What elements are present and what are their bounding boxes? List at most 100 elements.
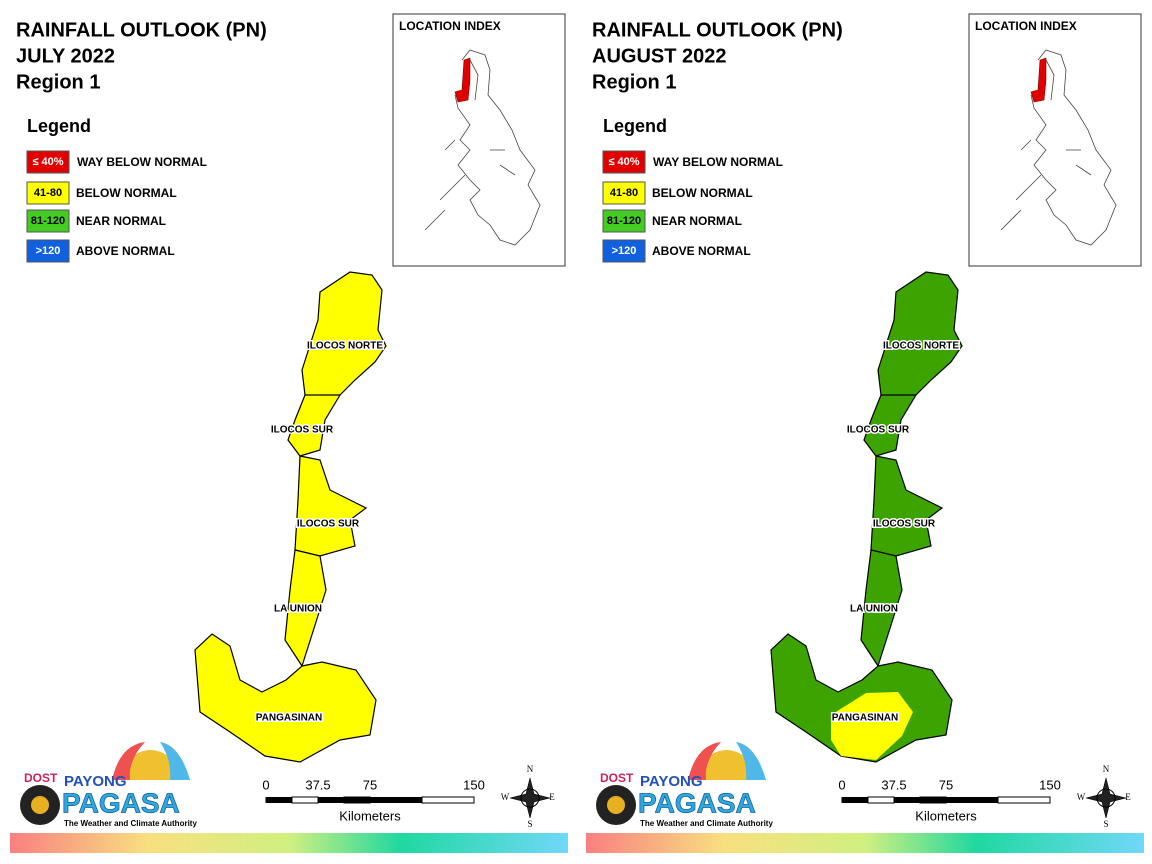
legend-text: NEAR NORMAL [76, 214, 166, 228]
logo-umbrella-right [160, 742, 190, 780]
legend-label: 81-120 [31, 215, 65, 227]
legend-label: 81-120 [607, 215, 641, 227]
province [863, 394, 918, 457]
province-label: LA UNION [850, 604, 898, 615]
scale-segment [291, 796, 319, 804]
logo-tagline: The Weather and Climate Authority [64, 819, 197, 828]
province [860, 549, 903, 668]
legend-label: 41-80 [34, 187, 62, 199]
legend-text: ABOVE NORMAL [652, 244, 751, 258]
province-label: PANGASINAN [256, 713, 322, 724]
legend-text: BELOW NORMAL [652, 186, 753, 200]
color-band [10, 833, 568, 853]
scale-tick-label: 150 [1039, 777, 1061, 792]
scale-segment [370, 797, 422, 803]
province-label: ILOCOS NORTE [883, 341, 959, 352]
province [284, 549, 327, 668]
province-label: ILOCOS NORTE [307, 341, 383, 352]
logo-umbrella-left [688, 742, 721, 780]
logo-line1: PAYONG [640, 773, 703, 790]
compass-letter: E [549, 792, 555, 802]
legend-text: WAY BELOW NORMAL [77, 155, 207, 169]
province-label: ILOCOS SUR [271, 425, 334, 436]
title-line: Region 1 [16, 71, 100, 93]
scale-tick-label: 75 [939, 777, 953, 792]
color-band [586, 833, 1144, 853]
philippines-outline [1000, 49, 1117, 246]
scale-unit: Kilometers [915, 808, 977, 823]
region-highlight [454, 57, 471, 103]
panel: RAINFALL OUTLOOK (PN) JULY 2022 Region 1 Le… [10, 13, 568, 853]
legend-text: ABOVE NORMAL [76, 244, 175, 258]
logo-line2: PAGASA [638, 787, 756, 818]
title-line: Region 1 [592, 71, 676, 93]
province [194, 633, 377, 763]
legend-swatch [26, 239, 70, 263]
scale-segment [421, 796, 475, 804]
legend-text: NEAR NORMAL [652, 214, 742, 228]
legend-label: ≤ 40% [32, 156, 63, 168]
location-index-title: LOCATION INDEX [399, 19, 501, 33]
panel: RAINFALL OUTLOOK (PN) AUGUST 2022 Region 1… [586, 13, 1144, 853]
logo-agency: DOST [600, 771, 634, 785]
legend-label: >120 [612, 245, 637, 257]
compass-letter: W [501, 792, 510, 802]
location-index-box [968, 13, 1142, 267]
location-index-box [392, 13, 566, 267]
logo-umbrella-right [736, 742, 766, 780]
province-label: LA UNION [274, 604, 322, 615]
compass-letter: S [527, 819, 532, 829]
scale-segment [867, 796, 895, 804]
legend-swatch [602, 209, 646, 233]
compass-letter: N [527, 764, 534, 774]
scale-segment [343, 796, 371, 804]
legend-swatch [602, 181, 646, 205]
legend-swatch [602, 239, 646, 263]
province [870, 455, 944, 557]
compass-ring [1096, 788, 1116, 808]
legend-swatch [26, 150, 70, 174]
legend-label: 41-80 [610, 187, 638, 199]
compass-rose [1085, 777, 1127, 819]
logo-tagline: The Weather and Climate Authority [640, 819, 773, 828]
legend-text: WAY BELOW NORMAL [653, 155, 783, 169]
province-zone [831, 692, 913, 760]
location-index-title: LOCATION INDEX [975, 19, 1077, 33]
title-line: AUGUST 2022 [592, 45, 727, 67]
legend-title: Legend [603, 116, 667, 136]
scale-tick-label: 37.5 [881, 777, 906, 792]
province-label: ILOCOS SUR [297, 519, 360, 530]
province [287, 394, 342, 457]
scale-segment [919, 796, 947, 804]
province-label: PANGASINAN [832, 713, 898, 724]
scale-segment [997, 796, 1051, 804]
scale-segment [318, 797, 344, 803]
scale-tick-label: 150 [463, 777, 485, 792]
scale-tick-label: 0 [838, 777, 845, 792]
scale-tick-label: 0 [262, 777, 269, 792]
scale-segment [894, 797, 920, 803]
legend-title: Legend [27, 116, 91, 136]
logo-seal-inner [31, 796, 49, 814]
scale-tick-label: 37.5 [305, 777, 330, 792]
scale-tick-label: 75 [363, 777, 377, 792]
legend-swatch [26, 209, 70, 233]
scale-segment [946, 797, 998, 803]
philippines-outline [424, 49, 541, 246]
title-line: RAINFALL OUTLOOK (PN) [592, 19, 843, 41]
province [294, 455, 368, 557]
province [301, 271, 387, 401]
compass-letter: E [1125, 792, 1131, 802]
legend-label: >120 [36, 245, 61, 257]
title-line: RAINFALL OUTLOOK (PN) [16, 19, 267, 41]
legend-swatch [26, 181, 70, 205]
compass-letter: N [1103, 764, 1110, 774]
logo-line1: PAYONG [64, 773, 127, 790]
legend-text: BELOW NORMAL [76, 186, 177, 200]
logo-agency: DOST [24, 771, 58, 785]
legend-label: ≤ 40% [608, 156, 639, 168]
legend-swatch [602, 150, 646, 174]
compass-letter: W [1077, 792, 1086, 802]
compass-ring [520, 788, 540, 808]
